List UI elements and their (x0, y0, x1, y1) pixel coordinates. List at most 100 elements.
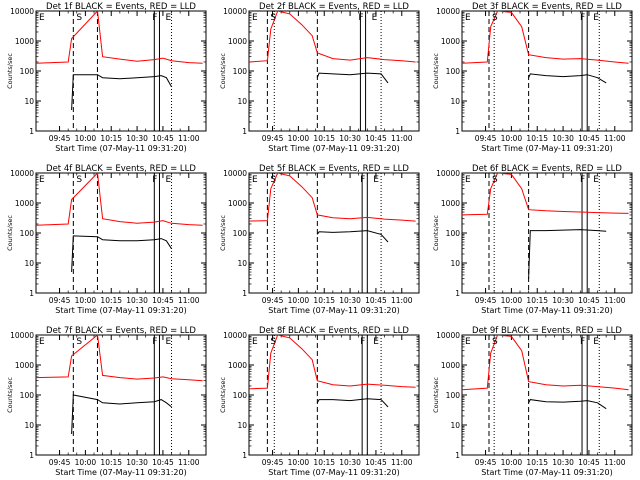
y-tick-label: 10000 (10, 7, 34, 16)
chart-title: Det 2f BLACK = Events, RED = LLD (259, 2, 409, 12)
x-tick-label: 09:45 (475, 296, 497, 305)
y-axis-label: Counts/sec (6, 215, 14, 251)
x-axis-label: Start Time (07-May-11 09:31:20) (55, 468, 186, 477)
y-tick-label: 10000 (223, 331, 247, 340)
x-tick-label: 10:15 (100, 134, 122, 143)
y-tick-label: 100 (446, 67, 461, 76)
y-tick-label: 100 (446, 229, 461, 238)
x-tick-label: 10:45 (365, 458, 387, 467)
y-tick-label: 1000 (441, 199, 460, 208)
x-tick-label: 09:45 (475, 134, 497, 143)
x-tick-label: 10:15 (313, 296, 335, 305)
x-axis-label: Start Time (07-May-11 09:31:20) (268, 468, 399, 477)
lld-series-line (462, 335, 629, 391)
plot-content (249, 11, 416, 131)
y-tick-label: 1000 (441, 361, 460, 370)
chart-title: Det 3f BLACK = Events, RED = LLD (472, 2, 622, 12)
corner-marker-label: S (492, 175, 498, 185)
detector-panel-1: Det 1f BLACK = Events, RED = LLD 1 10 100 10… (6, 2, 207, 153)
corner-marker-label: E (373, 337, 379, 347)
x-tick-label: 09:45 (262, 296, 284, 305)
y-tick-label: 100 (233, 391, 248, 400)
x-tick-label: 10:15 (526, 296, 548, 305)
corner-marker-label: E (252, 337, 258, 347)
x-tick-label: 10:00 (501, 134, 523, 143)
lld-series-line (36, 173, 203, 226)
corner-marker-label: S (76, 13, 82, 23)
chart-title: Det 4f BLACK = Events, RED = LLD (46, 164, 196, 174)
y-tick-label: 1 (242, 289, 247, 298)
plot-frame (461, 10, 633, 132)
y-tick-label: 10 (450, 421, 460, 430)
y-axis-label: Counts/sec (219, 53, 227, 89)
corner-marker-label: S (76, 175, 82, 185)
x-tick-label: 10:45 (152, 134, 174, 143)
plot-content (36, 173, 203, 293)
corner-marker-label: E (593, 175, 599, 185)
y-tick-label: 100 (20, 229, 35, 238)
detector-panel-3: Det 3f BLACK = Events, RED = LLD 1 10 100 10… (432, 2, 633, 153)
y-tick-label: 10 (237, 421, 247, 430)
corner-marker-label: E (165, 13, 171, 23)
y-tick-label: 1000 (15, 37, 34, 46)
plot-frame (35, 334, 207, 456)
lld-series-line (462, 11, 629, 64)
x-tick-label: 09:45 (262, 458, 284, 467)
events-series-line (528, 399, 607, 410)
lld-series-line (249, 173, 416, 222)
x-tick-label: 10:15 (100, 296, 122, 305)
y-tick-label: 100 (446, 391, 461, 400)
y-tick-label: 1 (29, 127, 34, 136)
corner-marker-label: S (492, 13, 498, 23)
y-axis-label: Counts/sec (6, 53, 14, 89)
corner-marker-label: F (360, 175, 365, 185)
x-tick-label: 09:45 (475, 458, 497, 467)
x-tick-label: 11:00 (391, 134, 413, 143)
lld-series-line (36, 11, 203, 64)
chart-title: Det 5f BLACK = Events, RED = LLD (259, 164, 409, 174)
corner-marker-label: F (152, 175, 157, 185)
x-axis-label: Start Time (07-May-11 09:31:20) (481, 144, 612, 153)
y-axis-label: Counts/sec (432, 53, 440, 89)
y-tick-label: 10 (450, 97, 460, 106)
x-tick-label: 11:00 (391, 296, 413, 305)
corner-marker-label: E (39, 337, 45, 347)
y-tick-label: 10000 (10, 331, 34, 340)
events-series-line (316, 398, 389, 408)
x-tick-label: 09:45 (49, 296, 71, 305)
x-tick-label: 11:00 (178, 458, 200, 467)
lld-series-line (249, 11, 416, 63)
x-tick-label: 10:45 (365, 134, 387, 143)
x-tick-label: 09:45 (262, 134, 284, 143)
y-tick-label: 100 (233, 67, 248, 76)
corner-marker-label: E (373, 175, 379, 185)
corner-marker-label: S (270, 13, 276, 23)
x-tick-label: 10:45 (578, 458, 600, 467)
y-tick-label: 1000 (441, 37, 460, 46)
x-tick-label: 10:30 (126, 134, 148, 143)
x-tick-label: 10:30 (339, 134, 361, 143)
corner-marker-label: E (252, 175, 258, 185)
x-tick-label: 11:00 (604, 458, 626, 467)
plot-content (249, 173, 416, 293)
corner-marker-label: S (492, 337, 498, 347)
events-series-line (71, 394, 172, 435)
corner-marker-label: E (465, 13, 471, 23)
detector-panel-9: Det 9f BLACK = Events, RED = LLD 1 10 100 10… (432, 326, 633, 477)
events-series-line (316, 230, 389, 243)
x-axis-label: Start Time (07-May-11 09:31:20) (481, 468, 612, 477)
y-tick-label: 10000 (223, 7, 247, 16)
x-tick-label: 10:30 (552, 458, 574, 467)
x-tick-label: 10:15 (100, 458, 122, 467)
y-tick-label: 1000 (15, 361, 34, 370)
y-axis-label: Counts/sec (219, 215, 227, 251)
y-axis-label: Counts/sec (219, 377, 227, 413)
y-tick-label: 10 (237, 259, 247, 268)
y-tick-label: 100 (233, 229, 248, 238)
corner-marker-label: E (39, 13, 45, 23)
detector-panel-5: Det 5f BLACK = Events, RED = LLD 1 10 100 10… (219, 164, 420, 315)
corner-marker-label: F (580, 337, 585, 347)
corner-marker-label: F (580, 13, 585, 23)
chart-title: Det 7f BLACK = Events, RED = LLD (46, 326, 196, 336)
